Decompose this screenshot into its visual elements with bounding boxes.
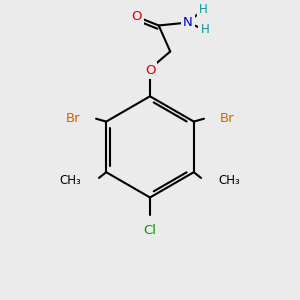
Text: N: N (183, 16, 193, 29)
Text: O: O (145, 64, 155, 77)
Text: Br: Br (65, 112, 80, 125)
Text: Cl: Cl (143, 224, 157, 236)
Text: Br: Br (220, 112, 235, 125)
Text: H: H (199, 3, 208, 16)
Text: O: O (132, 10, 142, 23)
Text: CH₃: CH₃ (218, 174, 240, 188)
Text: CH₃: CH₃ (60, 174, 82, 188)
Text: H: H (201, 23, 209, 36)
